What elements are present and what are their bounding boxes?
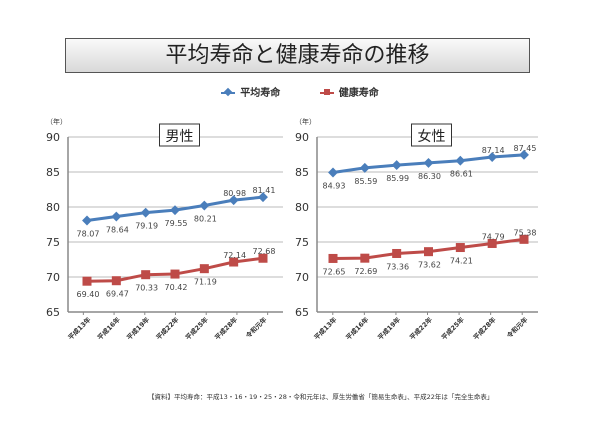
data-point-marker <box>455 155 466 166</box>
data-point-marker <box>199 200 210 211</box>
data-label: 78.07 <box>77 230 100 239</box>
data-point-marker <box>360 253 370 263</box>
data-label: 72.14 <box>223 251 246 260</box>
data-label: 78.64 <box>106 226 129 235</box>
data-label: 75.38 <box>514 228 537 237</box>
legend: 平均寿命 健康寿命 <box>0 84 600 99</box>
chart-title: 女性 <box>418 128 446 145</box>
y-tick-label: 90 <box>46 131 60 144</box>
y-axis-label: （年） <box>295 117 316 126</box>
data-point-marker <box>111 211 122 222</box>
data-point-marker <box>391 160 402 171</box>
data-label: 72.65 <box>323 267 346 276</box>
y-tick-label: 80 <box>46 201 60 214</box>
y-tick-label: 65 <box>46 306 60 319</box>
data-label: 80.98 <box>223 189 246 198</box>
legend-item-average-life: 平均寿命 <box>221 84 280 99</box>
data-label: 87.14 <box>482 146 505 155</box>
data-label: 85.99 <box>386 174 409 183</box>
data-label: 81.41 <box>253 186 276 195</box>
data-label: 84.93 <box>323 181 346 190</box>
data-point-marker <box>228 195 239 206</box>
x-tick-label: 平成13年 <box>312 315 339 342</box>
data-point-marker <box>392 248 402 258</box>
legend-swatch-blue <box>221 87 236 97</box>
chart-title: 男性 <box>166 129 194 145</box>
data-point-marker <box>82 215 92 226</box>
data-label: 70.42 <box>165 283 188 292</box>
x-tick-label: 平成28年 <box>471 315 498 342</box>
x-tick-label: 平成13年 <box>66 315 93 342</box>
x-tick-label: 平成16年 <box>344 315 371 342</box>
x-tick-label: 平成22年 <box>407 315 434 342</box>
x-tick-label: 平成19年 <box>125 315 152 342</box>
x-tick-label: 平成25年 <box>183 315 210 342</box>
data-point-marker <box>519 234 529 244</box>
data-label: 71.19 <box>194 278 217 287</box>
x-tick-label: 平成16年 <box>95 315 122 342</box>
data-point-marker <box>424 247 433 257</box>
data-label: 70.33 <box>135 284 158 293</box>
data-label: 73.36 <box>386 262 409 271</box>
legend-label: 健康寿命 <box>338 88 379 99</box>
data-point-marker <box>487 238 497 248</box>
chart-title-box <box>159 123 200 147</box>
legend-swatch-red <box>319 89 334 95</box>
y-tick-label: 70 <box>295 271 309 284</box>
x-tick-label: 平成22年 <box>154 315 181 342</box>
x-tick-label: 令和元年 <box>243 315 269 341</box>
data-point-marker <box>258 253 268 263</box>
x-tick-label: 令和元年 <box>504 315 530 341</box>
data-point-marker <box>455 243 465 253</box>
data-point-marker <box>423 157 434 168</box>
x-tick-label: 平成25年 <box>439 315 466 342</box>
data-point-marker <box>229 257 239 267</box>
data-point-marker <box>140 207 151 218</box>
data-point-marker <box>111 276 121 286</box>
data-point-marker <box>170 269 180 279</box>
y-tick-label: 90 <box>295 131 309 144</box>
y-axis-label: （年） <box>46 117 67 126</box>
y-tick-label: 70 <box>46 271 60 284</box>
data-point-marker <box>170 205 180 216</box>
data-point-marker <box>199 264 209 274</box>
data-label: 80.21 <box>194 215 217 224</box>
chart-title-box <box>411 123 452 147</box>
data-label: 74.21 <box>450 257 473 266</box>
data-label: 73.62 <box>418 261 441 270</box>
page-title: 平均寿命と健康寿命の推移 <box>65 38 530 73</box>
y-tick-label: 85 <box>46 166 60 179</box>
legend-label: 平均寿命 <box>240 88 281 99</box>
data-label: 86.61 <box>450 170 473 179</box>
data-label: 69.47 <box>106 290 129 299</box>
data-label: 72.69 <box>354 267 377 276</box>
x-tick-label: 平成28年 <box>213 315 240 342</box>
data-label: 85.59 <box>354 177 377 186</box>
y-tick-label: 80 <box>295 201 309 214</box>
data-point-marker <box>258 192 268 203</box>
y-tick-label: 75 <box>46 236 60 249</box>
data-point-marker <box>328 167 338 178</box>
data-label: 87.45 <box>514 144 537 153</box>
data-label: 72.68 <box>253 247 276 256</box>
data-point-marker <box>328 253 338 263</box>
data-point-marker <box>141 270 151 280</box>
data-label: 79.55 <box>165 219 188 228</box>
data-point-marker <box>519 149 529 160</box>
y-tick-label: 65 <box>295 306 309 319</box>
data-label: 86.30 <box>418 172 441 181</box>
data-point-marker <box>487 152 498 162</box>
y-tick-label: 75 <box>295 236 309 249</box>
data-label: 79.19 <box>135 222 158 231</box>
data-point-marker <box>82 276 92 286</box>
legend-item-healthy-life: 健康寿命 <box>319 84 379 99</box>
y-tick-label: 85 <box>295 166 309 179</box>
data-label: 69.40 <box>77 290 100 299</box>
data-point-marker <box>359 162 370 173</box>
x-tick-label: 平成19年 <box>376 315 403 342</box>
source-note: 【資料】平均寿命：平成13・16・19・25・28・令和元年は、厚生労働省「簡易… <box>148 393 494 401</box>
data-label: 74.79 <box>482 232 505 241</box>
